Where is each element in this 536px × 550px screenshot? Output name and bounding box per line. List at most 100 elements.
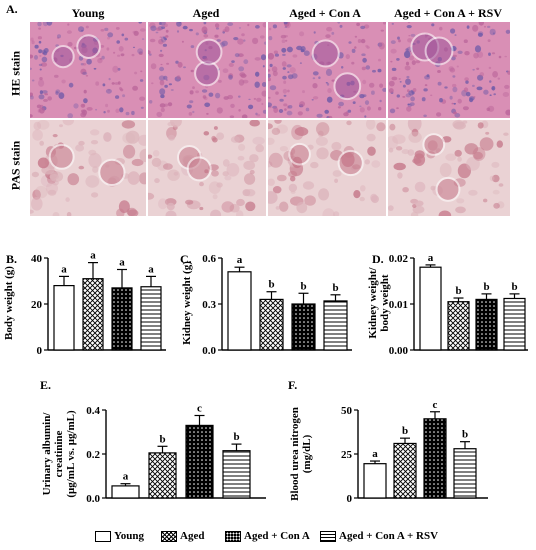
significance-letter: b (233, 431, 239, 443)
bar-young (363, 463, 387, 499)
bar-aged-con-a-rsv (222, 450, 251, 499)
bar-young (111, 485, 140, 499)
significance-letter: b (462, 429, 468, 441)
significance-letter: a (372, 448, 378, 460)
y-tick-label: 0.4 (86, 405, 100, 417)
pas-stain-micrograph-aged (148, 120, 266, 216)
significance-letter: a (237, 254, 243, 266)
y-tick-label: 0.0 (86, 493, 100, 505)
y-axis-label: Blood urea nitrogen (mg/dL) (289, 407, 313, 501)
significance-letter: a (148, 263, 154, 275)
legend-swatch-aged (161, 530, 177, 542)
bar-aged-con-a-rsv (140, 286, 162, 351)
y-axis-label-line: Kidney weight (g) (181, 261, 193, 345)
column-heading-aged: Aged (192, 6, 220, 20)
row-heading-pas-stain: PAS stain (8, 140, 23, 191)
legend-label-young: Young (114, 530, 144, 542)
bar-aged (148, 452, 177, 499)
significance-letter: a (119, 257, 125, 269)
bar-aged-con-a-rsv (503, 297, 526, 351)
significance-letter: b (483, 281, 489, 293)
kidney-weight-bar-chart: 0.0 0.3 0.6 Kidney weight (g) a b b b (181, 253, 352, 357)
legend-item-aged-con-a: Aged + Con A (225, 528, 310, 544)
panel-label-c: C. (180, 252, 192, 266)
y-tick-label: 0.0 (202, 345, 216, 357)
he-stain-micrograph-aged-con-a-rsv (388, 22, 510, 118)
y-axis-label-line: Urinary albumin/ (41, 412, 53, 496)
y-axis-label: Body weight (g) (3, 266, 15, 340)
bar-aged-con-a (291, 303, 316, 351)
bar-aged-con-a-rsv (323, 300, 348, 351)
bar-aged-con-a (475, 298, 498, 351)
bar-young (419, 266, 442, 351)
y-tick-label: 25 (341, 449, 353, 461)
legend-item-aged-con-a-rsv: Aged + Con A + RSV (320, 528, 438, 544)
y-axis-label: Urinary albumin/creatinine (μg/mL vs. μg/… (41, 410, 77, 498)
significance-letter: b (511, 281, 517, 293)
blood-urea-nitrogen-bar-chart: 0 25 50 Blood urea nitrogen (mg/dL) a b c b (289, 399, 488, 505)
y-tick-label: 0.6 (202, 253, 216, 265)
bar-aged (82, 278, 104, 351)
panel-label-f: F. (288, 378, 298, 392)
y-tick-label: 0.3 (202, 299, 216, 311)
bar-aged-con-a (185, 424, 214, 499)
significance-letter: b (300, 280, 306, 292)
legend-swatch-aged-con-a (225, 530, 241, 542)
significance-letter: b (332, 282, 338, 294)
legend-label-aged: Aged (180, 530, 205, 542)
legend-label-aged-con-a: Aged + Con A (244, 530, 310, 542)
column-heading-aged-con-a: Aged + Con A (289, 6, 361, 20)
y-tick-label: 0.01 (389, 299, 408, 311)
significance-letter: a (428, 252, 434, 264)
he-stain-micrograph-young (30, 22, 146, 118)
he-stain-micrograph-aged-con-a (268, 22, 386, 118)
legend-item-aged: Aged (161, 528, 204, 544)
y-axis-label-line: body weight (379, 274, 391, 331)
y-tick-label: 0.2 (86, 449, 100, 461)
panel-label-a: A. (6, 2, 18, 16)
significance-letter: a (61, 263, 67, 275)
urinary-albumin-creatinine-bar-chart: 0.0 0.2 0.4 Urinary albumin/creatinine (μg/m… (41, 403, 266, 505)
y-axis-label: Kidney weight/body weight (368, 266, 391, 338)
y-tick-label: 40 (31, 253, 43, 265)
y-axis-label-line: (μg/mL vs. μg/mL) (65, 410, 77, 498)
bar-young (53, 284, 75, 351)
pas-stain-micrograph-aged-con-a-rsv (388, 120, 510, 216)
y-axis-label-line: creatinine (53, 430, 65, 477)
y-tick-label: 0.02 (389, 253, 409, 265)
pas-stain-micrograph-aged-con-a (268, 120, 386, 216)
y-tick-label: 0 (347, 493, 353, 505)
legend-swatch-aged-con-a-rsv (320, 530, 336, 542)
panel-label-e: E. (40, 378, 52, 392)
significance-letter: b (268, 279, 274, 291)
significance-letter: c (197, 403, 202, 415)
legend-label-aged-con-a-rsv: Aged + Con A + RSV (339, 530, 439, 542)
significance-letter: a (90, 250, 96, 262)
y-axis-label: Kidney weight (g) (181, 261, 193, 345)
significance-letter: b (402, 425, 408, 437)
chart-legend: Young Aged Aged + Con A Aged + Con A + R… (95, 528, 535, 546)
significance-letter: b (159, 433, 165, 445)
y-axis-label-line: Body weight (g) (3, 266, 15, 340)
bar-aged-con-a (423, 418, 447, 499)
significance-letter: c (433, 399, 438, 411)
panel-label-d: D. (372, 252, 384, 266)
bar-aged (393, 442, 417, 499)
legend-item-young: Young (95, 528, 144, 544)
significance-letter: b (455, 285, 461, 297)
y-axis-label-line: Blood urea nitrogen (289, 407, 301, 501)
pas-stain-micrograph-young (30, 120, 146, 216)
y-axis-label-line: Kidney weight/ (368, 266, 379, 338)
y-tick-label: 20 (31, 299, 43, 311)
column-heading-young: Young (71, 6, 105, 20)
legend-swatch-young (95, 530, 111, 542)
y-tick-label: 0 (37, 345, 43, 357)
bar-aged-con-a-rsv (453, 448, 477, 499)
bar-aged (447, 301, 470, 351)
y-tick-label: 0.00 (389, 345, 409, 357)
significance-letter: a (123, 471, 129, 483)
bar-aged-con-a (111, 287, 133, 351)
bar-young (227, 271, 252, 351)
column-heading-aged-con-a-rsv: Aged + Con A + RSV (393, 6, 503, 20)
